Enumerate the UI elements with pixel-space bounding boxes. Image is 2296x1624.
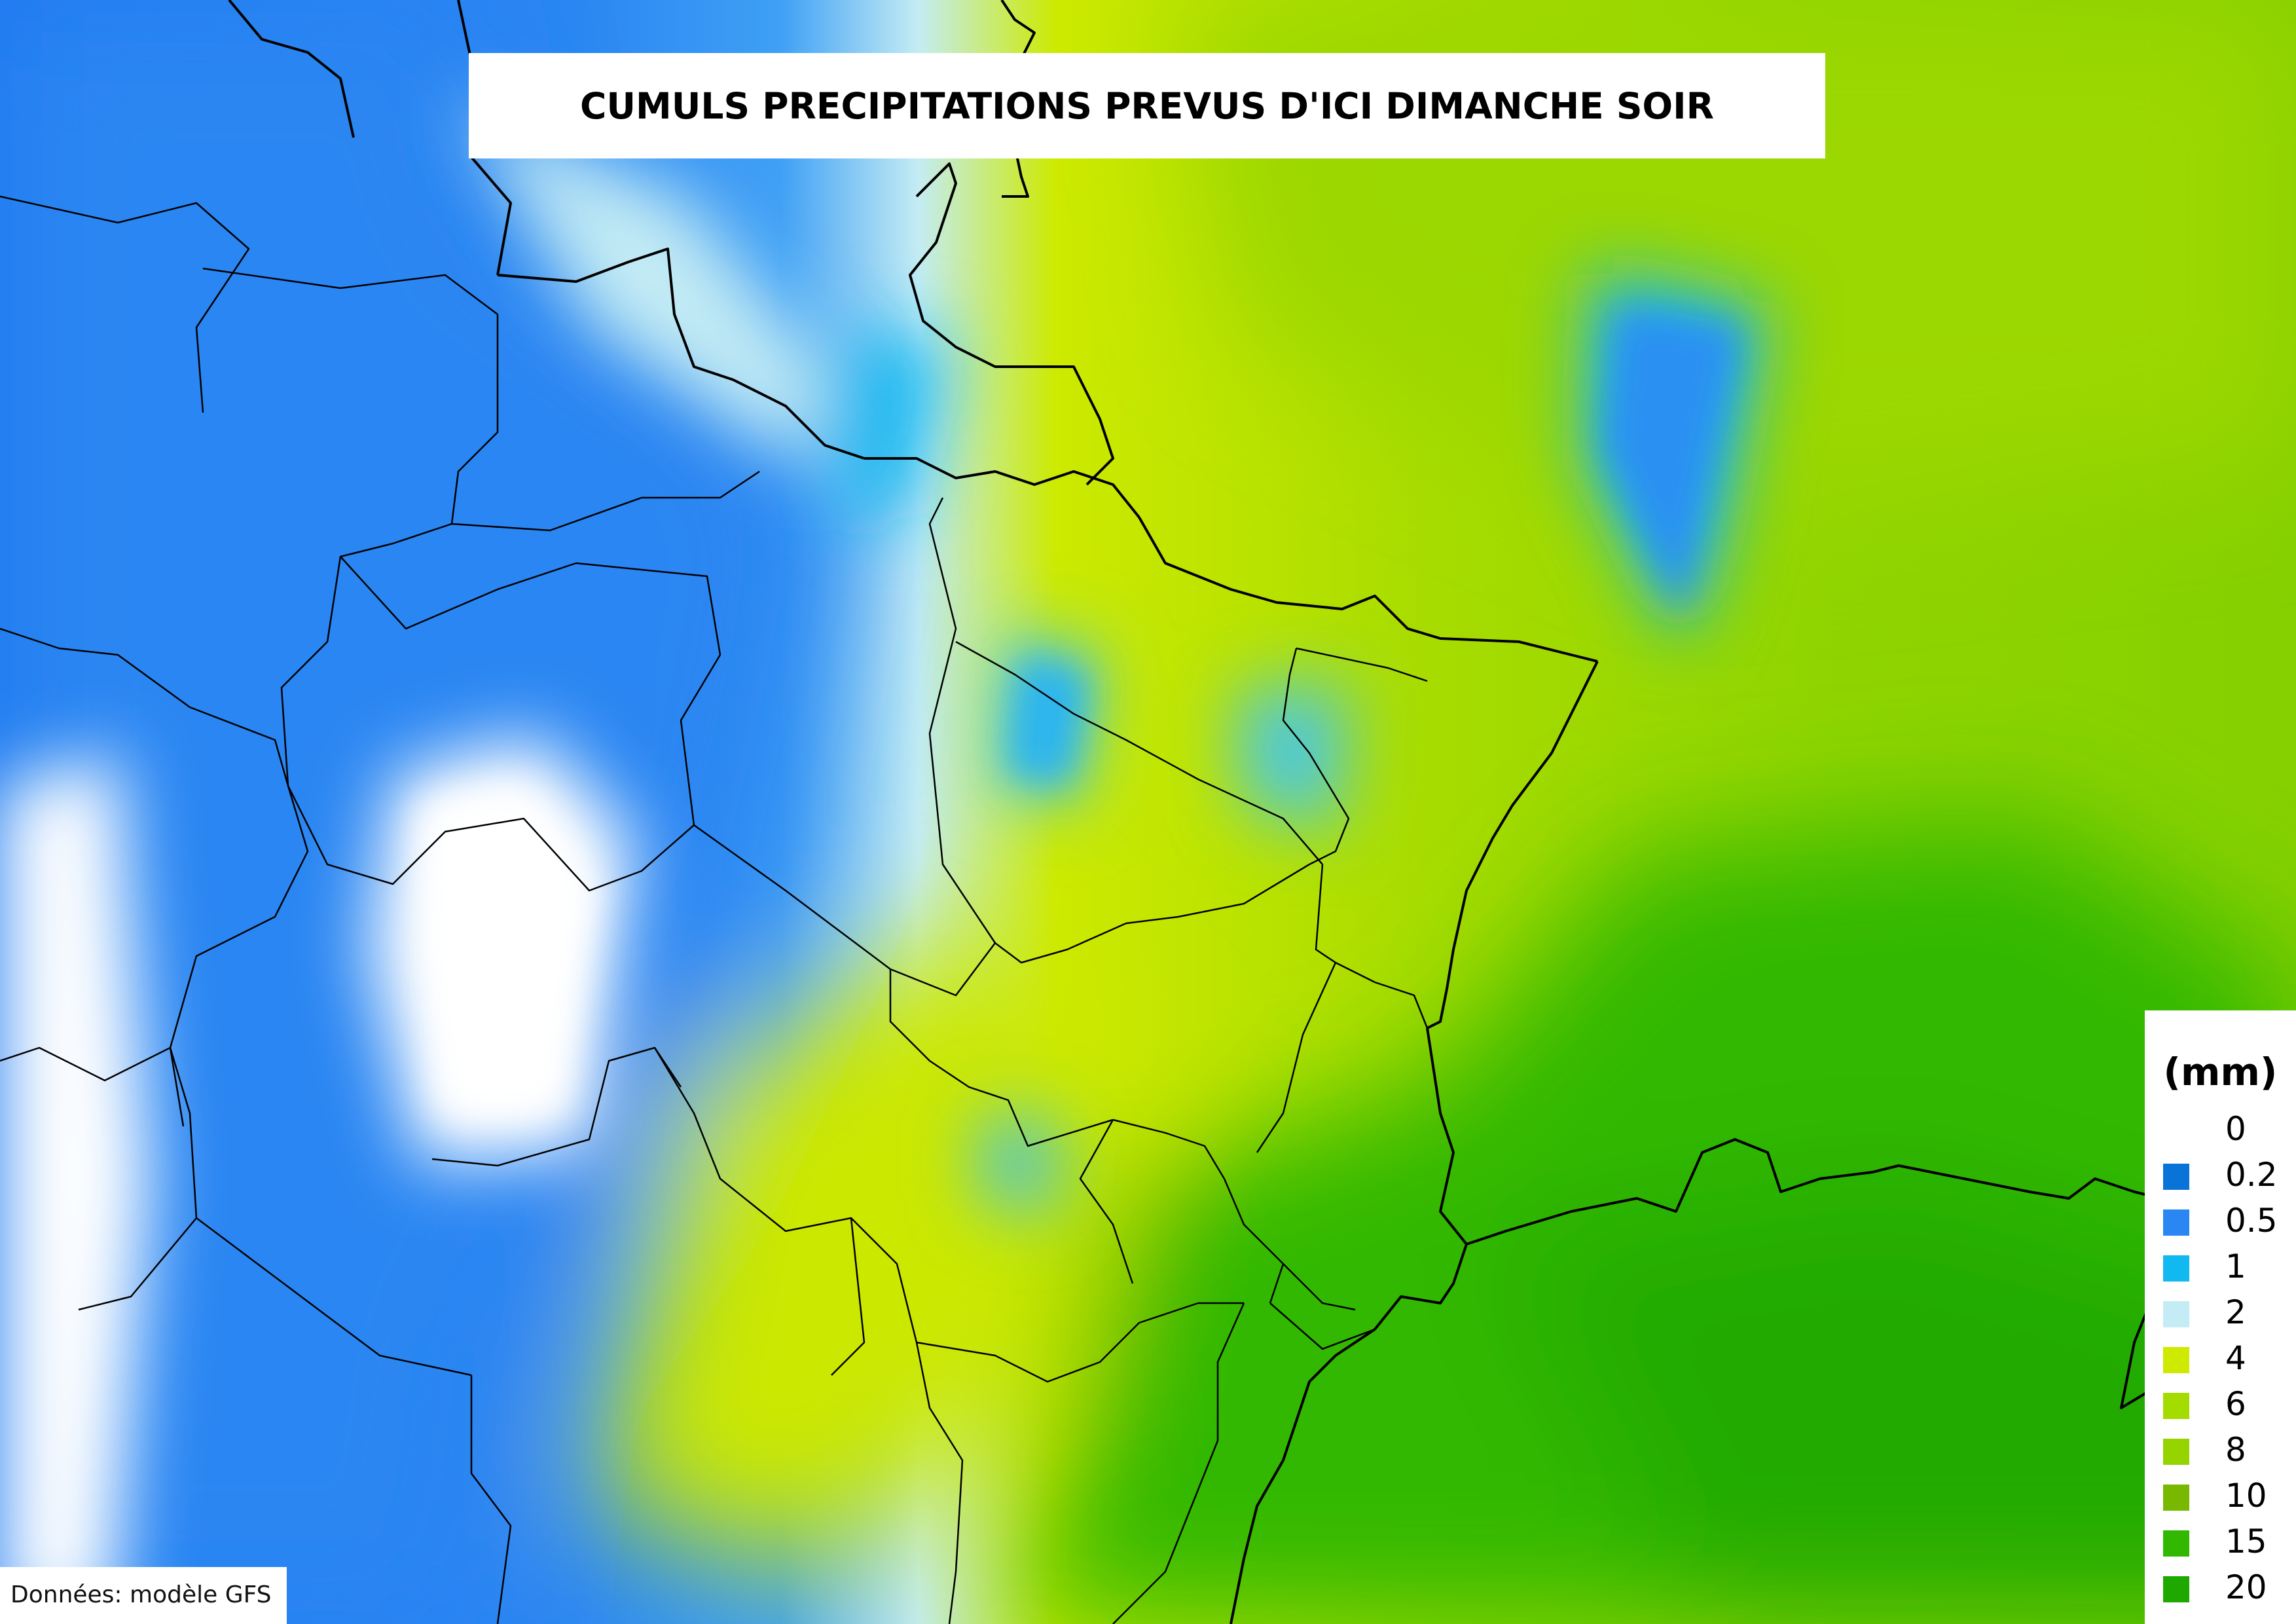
legend-swatch — [2163, 1485, 2189, 1511]
legend-item: 8 — [2145, 1428, 2296, 1474]
legend-label: 0 — [2225, 1110, 2246, 1148]
legend-swatch — [2163, 1393, 2189, 1419]
legend-item: 20 — [2145, 1566, 2296, 1612]
legend-item: 10 — [2145, 1474, 2296, 1520]
legend-swatch — [2163, 1530, 2189, 1557]
legend-swatch — [2163, 1118, 2189, 1144]
legend-swatch — [2163, 1255, 2189, 1282]
legend-label: 0.5 — [2225, 1202, 2278, 1240]
legend-item: 1 — [2145, 1245, 2296, 1291]
legend-item: 2 — [2145, 1291, 2296, 1337]
legend-item: 0.2 — [2145, 1153, 2296, 1199]
legend-label: 6 — [2225, 1385, 2246, 1423]
legend-item: 4 — [2145, 1337, 2296, 1382]
legend-swatch — [2163, 1301, 2189, 1327]
legend-item: 0.5 — [2145, 1199, 2296, 1245]
map-title-box: CUMULS PRECIPITATIONS PREVUS D'ICI DIMAN… — [469, 53, 1825, 158]
legend-item: 6 — [2145, 1382, 2296, 1428]
legend-label: 2 — [2225, 1293, 2246, 1331]
region-borders — [0, 195, 1429, 1624]
data-source-box: Données: modèle GFS — [0, 1567, 287, 1624]
legend-swatch — [2163, 1209, 2189, 1236]
legend-swatch — [2163, 1576, 2189, 1602]
map-title: CUMULS PRECIPITATIONS PREVUS D'ICI DIMAN… — [579, 84, 1715, 127]
legend-label: 0.2 — [2225, 1156, 2278, 1194]
legend-label: 8 — [2225, 1431, 2246, 1469]
legend-label: 20 — [2225, 1568, 2267, 1606]
data-source: Données: modèle GFS — [10, 1581, 272, 1608]
legend-label: 4 — [2225, 1339, 2246, 1377]
legend-unit: (mm) — [2163, 1050, 2278, 1094]
legend-label: 1 — [2225, 1247, 2246, 1285]
legend-label: 10 — [2225, 1477, 2267, 1515]
legend-item: 15 — [2145, 1520, 2296, 1566]
legend-label: 15 — [2225, 1522, 2267, 1560]
legend-item: 0 — [2145, 1107, 2296, 1153]
legend-swatch — [2163, 1347, 2189, 1373]
legend-swatch — [2163, 1439, 2189, 1465]
legend-swatch — [2163, 1164, 2189, 1190]
legend: (mm) 0 0.2 0.5 1 2 4 6 8 10 15 20 — [2145, 1010, 2296, 1624]
